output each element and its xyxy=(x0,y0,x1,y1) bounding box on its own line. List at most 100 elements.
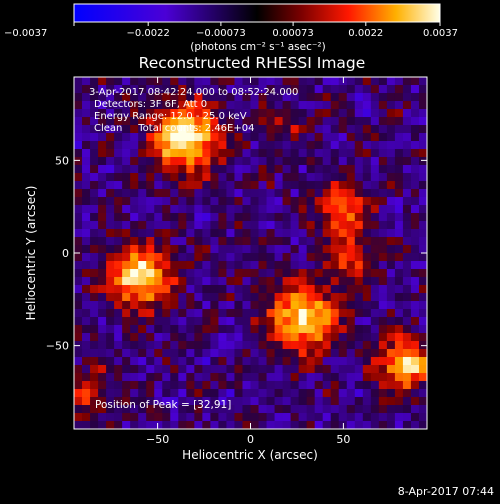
heatmap-cell xyxy=(394,381,404,390)
heatmap-cell xyxy=(194,173,203,182)
heatmap-cell xyxy=(242,301,252,310)
heatmap-cell xyxy=(346,421,356,429)
heatmap-cell xyxy=(106,357,115,366)
heatmap-cell xyxy=(370,181,380,190)
heatmap-cell xyxy=(122,165,131,174)
heatmap-cell xyxy=(114,101,123,110)
heatmap-cell xyxy=(162,325,171,334)
heatmap-cell xyxy=(74,93,83,102)
heatmap-cell xyxy=(122,293,131,302)
heatmap-cell xyxy=(314,213,324,222)
heatmap-cell xyxy=(146,133,155,142)
heatmap-cell xyxy=(186,77,195,86)
heatmap-cell xyxy=(322,157,332,166)
heatmap-cell xyxy=(186,357,195,366)
heatmap-cell xyxy=(186,85,195,94)
heatmap-cell xyxy=(402,405,412,414)
heatmap-cell xyxy=(402,245,412,254)
heatmap-cell xyxy=(282,389,292,398)
heatmap-cell xyxy=(194,421,203,429)
heatmap-cell xyxy=(98,149,107,158)
heatmap-cell xyxy=(266,261,276,270)
heatmap-cell xyxy=(410,277,420,286)
heatmap-cell xyxy=(282,205,292,214)
heatmap-cell xyxy=(98,77,107,86)
heatmap-cell xyxy=(178,277,187,286)
heatmap-cell xyxy=(370,405,380,414)
heatmap-cell xyxy=(226,77,236,86)
heatmap-cell xyxy=(74,389,83,398)
heatmap-cell xyxy=(250,317,260,326)
heatmap-cell xyxy=(346,269,356,278)
heatmap-cell xyxy=(202,349,211,358)
heatmap-cell xyxy=(122,205,131,214)
heatmap-cell xyxy=(178,197,187,206)
heatmap-cell xyxy=(378,181,388,190)
heatmap-cell xyxy=(186,141,195,150)
heatmap-cell xyxy=(138,165,147,174)
heatmap-cell xyxy=(322,309,332,318)
heatmap-cell xyxy=(138,197,147,206)
heatmap-cell xyxy=(386,261,396,270)
heatmap-cell xyxy=(274,373,284,382)
heatmap-cell xyxy=(330,229,340,238)
heatmap-cell xyxy=(394,373,404,382)
heatmap-cell xyxy=(146,77,155,86)
heatmap-cell xyxy=(146,221,155,230)
heatmap-cell xyxy=(298,109,308,118)
heatmap-cell xyxy=(322,77,332,86)
heatmap-cell xyxy=(114,357,123,366)
heatmap-cell xyxy=(314,93,324,102)
heatmap-cell xyxy=(266,205,276,214)
heatmap-cell xyxy=(154,197,163,206)
heatmap-cell xyxy=(210,325,220,334)
heatmap-cell xyxy=(226,133,236,142)
heatmap-cell xyxy=(138,341,147,350)
heatmap-cell xyxy=(266,325,276,334)
heatmap-cell xyxy=(162,365,171,374)
heatmap-cell xyxy=(314,341,324,350)
heatmap-cell xyxy=(378,109,388,118)
heatmap-cell xyxy=(122,269,131,278)
heatmap-cell xyxy=(82,93,91,102)
heatmap-cell xyxy=(210,381,220,390)
heatmap-cell xyxy=(354,277,364,286)
heatmap-cell xyxy=(386,325,396,334)
heatmap-cell xyxy=(418,141,427,150)
heatmap-cell xyxy=(98,165,107,174)
heatmap-cell xyxy=(226,325,236,334)
heatmap-cell xyxy=(154,237,163,246)
heatmap-cell xyxy=(314,189,324,198)
heatmap-cell xyxy=(418,293,427,302)
heatmap-cell xyxy=(210,421,220,429)
heatmap-cell xyxy=(90,125,99,134)
heatmap-cell xyxy=(138,365,147,374)
heatmap-cell xyxy=(234,357,244,366)
heatmap-cell xyxy=(394,117,404,126)
heatmap-cell xyxy=(170,301,179,310)
heatmap-cell xyxy=(306,341,316,350)
heatmap-cell xyxy=(402,397,412,406)
heatmap-cell xyxy=(306,77,316,86)
heatmap-cell xyxy=(394,101,404,110)
heatmap-cell xyxy=(162,189,171,198)
heatmap-cell xyxy=(114,269,123,278)
heatmap-cell xyxy=(170,245,179,254)
heatmap-cell xyxy=(330,389,340,398)
heatmap-cell xyxy=(306,133,316,142)
heatmap-cell xyxy=(298,77,308,86)
heatmap-cell xyxy=(130,309,139,318)
heatmap-cell xyxy=(98,285,107,294)
heatmap-cell xyxy=(314,397,324,406)
heatmap-cell xyxy=(194,237,203,246)
heatmap-cell xyxy=(362,77,372,86)
heatmap-cell xyxy=(98,261,107,270)
heatmap-cell xyxy=(298,149,308,158)
heatmap-cell xyxy=(162,173,171,182)
heatmap-cell xyxy=(74,373,83,382)
heatmap-cell xyxy=(146,109,155,118)
heatmap-cell xyxy=(74,357,83,366)
heatmap-cell xyxy=(218,181,228,190)
heatmap-cell xyxy=(394,197,404,206)
heatmap-cell xyxy=(290,381,300,390)
